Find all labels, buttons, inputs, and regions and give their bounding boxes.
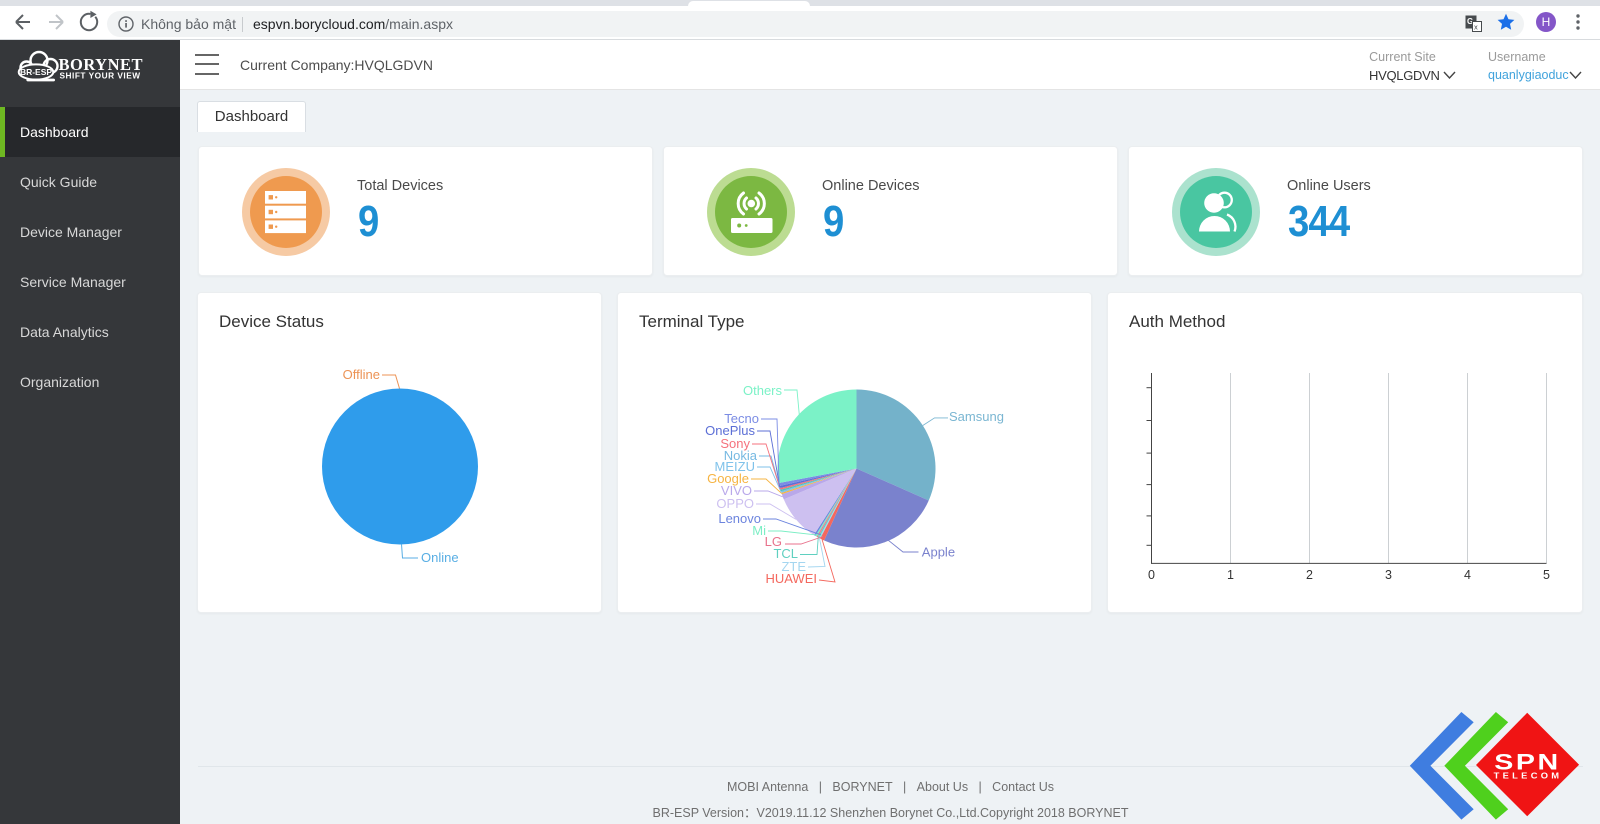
svg-text:MEIZU: MEIZU [715, 459, 755, 474]
svg-text:LG: LG [765, 534, 782, 549]
svg-text:HUAWEI: HUAWEI [765, 571, 817, 586]
svg-text:BORYNET: BORYNET [59, 55, 144, 74]
svg-text:Google: Google [707, 471, 749, 486]
svg-text:Mi: Mi [752, 523, 766, 538]
svg-text:SHIFT YOUR VIEW: SHIFT YOUR VIEW [60, 71, 141, 81]
svg-text:VIVO: VIVO [721, 483, 752, 498]
svg-text:SPN: SPN [1494, 751, 1561, 775]
svg-text:4: 4 [1464, 568, 1471, 582]
svg-text:OPPO: OPPO [716, 496, 754, 511]
svg-text:5: 5 [1543, 568, 1550, 582]
svg-text:3: 3 [1385, 568, 1392, 582]
svg-text:Online: Online [421, 550, 459, 565]
svg-text:BR-ESP: BR-ESP [20, 67, 52, 77]
svg-text:Apple: Apple [922, 545, 955, 560]
svg-text:2: 2 [1306, 568, 1313, 582]
svg-text:Sony: Sony [720, 436, 750, 451]
svg-text:0: 0 [1148, 568, 1155, 582]
svg-text:Nokia: Nokia [724, 448, 758, 463]
svg-text:Others: Others [743, 383, 783, 398]
svg-text:1: 1 [1227, 568, 1234, 582]
svg-text:Offline: Offline [343, 367, 380, 382]
svg-text:ZTE: ZTE [781, 559, 806, 574]
svg-text:x: x [1474, 22, 1478, 31]
svg-text:Samsung: Samsung [949, 409, 1004, 424]
svg-text:OnePlus: OnePlus [705, 423, 755, 438]
svg-text:G: G [1467, 17, 1473, 26]
svg-text:Tecno: Tecno [724, 411, 759, 426]
svg-text:Lenovo: Lenovo [718, 511, 761, 526]
svg-text:TCL: TCL [773, 546, 798, 561]
svg-text:TELECOM: TELECOM [1494, 771, 1563, 781]
